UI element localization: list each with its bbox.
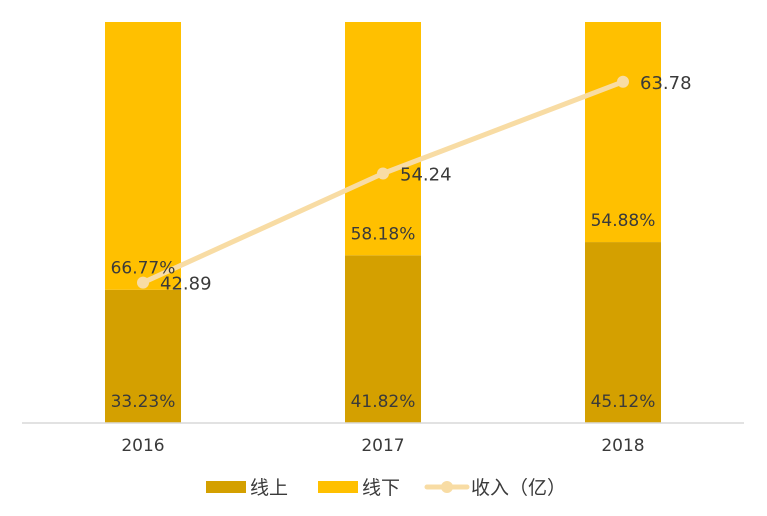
bar-offline-2018 bbox=[585, 22, 661, 243]
label-offline-2016: 66.77% bbox=[111, 259, 176, 279]
legend-offline-swatch bbox=[318, 481, 358, 493]
bar-offline-2017 bbox=[345, 22, 421, 256]
x-tick-labels: 2016 2017 2018 bbox=[121, 436, 644, 456]
x-tick-2018: 2018 bbox=[601, 436, 644, 456]
legend-offline-label: 线下 bbox=[362, 477, 400, 499]
legend-online-label: 线上 bbox=[250, 477, 288, 499]
bar-online-2016 bbox=[105, 289, 181, 423]
label-online-2016: 33.23% bbox=[111, 392, 176, 412]
revenue-point-2016 bbox=[137, 276, 149, 289]
legend: 线上 线下 收入（亿） bbox=[206, 477, 566, 499]
revenue-point-2017 bbox=[377, 167, 389, 180]
legend-revenue-label: 收入（亿） bbox=[471, 477, 566, 499]
legend-revenue-swatch-marker bbox=[441, 481, 453, 493]
x-tick-2017: 2017 bbox=[361, 436, 404, 456]
label-offline-2017: 58.18% bbox=[351, 224, 416, 244]
bars-layer bbox=[105, 22, 661, 423]
bar-online-2017 bbox=[345, 255, 421, 423]
line-layer bbox=[137, 75, 629, 289]
label-revenue-2016: 42.89 bbox=[160, 274, 212, 295]
bar-offline-2016 bbox=[105, 22, 181, 290]
revenue-point-2018 bbox=[617, 75, 629, 88]
legend-online-swatch bbox=[206, 481, 246, 493]
labels-layer: 33.23% 66.77% 41.82% 58.18% 45.12% 54.88% 42.8… bbox=[111, 73, 692, 412]
bar-online-2018 bbox=[585, 242, 661, 423]
label-revenue-2018: 63.78 bbox=[640, 73, 692, 94]
label-online-2017: 41.82% bbox=[351, 392, 416, 412]
label-revenue-2017: 54.24 bbox=[400, 164, 452, 185]
label-online-2018: 45.12% bbox=[591, 392, 656, 412]
label-offline-2018: 54.88% bbox=[591, 211, 656, 231]
x-tick-2016: 2016 bbox=[121, 436, 164, 456]
